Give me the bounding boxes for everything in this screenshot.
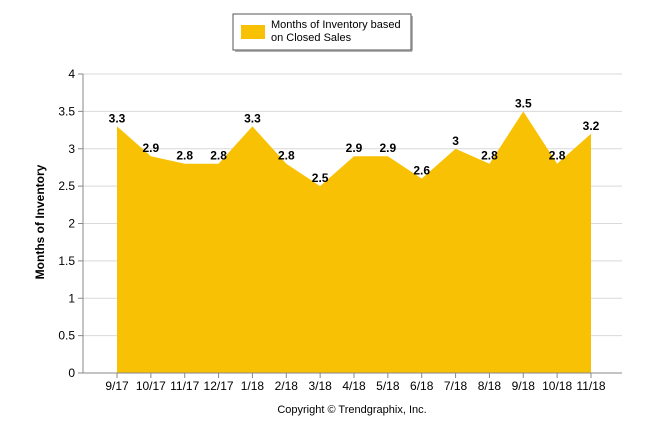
y-tick-label-2: 1 — [68, 291, 75, 305]
data-label-6: 2.5 — [312, 171, 329, 185]
data-label-14: 3.2 — [583, 119, 600, 133]
y-tick-label-0: 0 — [68, 366, 75, 380]
data-label-12: 3.5 — [515, 96, 532, 110]
legend-label-line-1: Months of Inventory based — [271, 19, 401, 31]
legend-label-line-2: on Closed Sales — [271, 32, 352, 44]
x-tick-label-6: 3/18 — [308, 379, 332, 393]
data-label-5: 2.8 — [278, 149, 295, 163]
x-tick-label-10: 7/18 — [444, 379, 468, 393]
x-tick-label-2: 11/17 — [170, 379, 199, 393]
x-tick-labels: 9/17 10/17 11/17 12/17 1/18 2/18 3/18 4/18 5/18 6… — [105, 373, 606, 393]
data-label-2: 2.8 — [176, 149, 193, 163]
y-tick-label-5: 2.5 — [58, 179, 75, 193]
copyright-text: Copyright © Trendgraphix, Inc. — [277, 404, 426, 416]
x-tick-label-1: 10/17 — [136, 379, 166, 393]
legend-swatch — [241, 25, 265, 39]
y-axis-label: Months of Inventory — [33, 164, 47, 279]
data-labels: 3.3 2.9 2.8 2.8 3.3 2.8 2.5 2.9 2.9 2.6 3 2.8 3.5 2.8… — [109, 96, 600, 185]
data-label-0: 3.3 — [109, 111, 126, 125]
y-tick-label-4: 2 — [68, 217, 75, 231]
data-label-9: 2.6 — [413, 164, 430, 178]
x-tick-label-14: 11/18 — [576, 379, 605, 393]
data-label-13: 2.8 — [549, 149, 566, 163]
data-label-3: 2.8 — [210, 149, 227, 163]
x-tick-label-12: 9/18 — [512, 379, 536, 393]
area-series — [117, 111, 591, 373]
data-label-4: 3.3 — [244, 111, 261, 125]
y-tick-label-6: 3 — [68, 142, 75, 156]
x-tick-label-13: 10/18 — [542, 379, 572, 393]
y-tick-label-3: 1.5 — [58, 254, 75, 268]
data-label-7: 2.9 — [346, 141, 363, 155]
x-tick-label-5: 2/18 — [275, 379, 299, 393]
y-tick-label-1: 0.5 — [58, 329, 75, 343]
area-fill — [117, 111, 591, 373]
x-tick-label-7: 4/18 — [342, 379, 366, 393]
x-tick-label-11: 8/18 — [478, 379, 502, 393]
y-tick-label-7: 3.5 — [58, 104, 75, 118]
data-label-11: 2.8 — [481, 149, 498, 163]
x-tick-label-3: 12/17 — [204, 379, 234, 393]
data-label-1: 2.9 — [143, 141, 160, 155]
data-label-10: 3 — [452, 134, 459, 148]
data-label-8: 2.9 — [380, 141, 397, 155]
x-tick-label-9: 6/18 — [410, 379, 434, 393]
y-tick-labels: 0 0.5 1 1.5 2 2.5 3 3.5 4 — [58, 67, 75, 380]
x-tick-label-8: 5/18 — [376, 379, 400, 393]
x-tick-label-4: 1/18 — [241, 379, 265, 393]
axes — [82, 74, 622, 374]
x-tick-label-0: 9/17 — [105, 379, 129, 393]
y-tick-label-8: 4 — [68, 67, 75, 81]
legend: Months of Inventory based on Closed Sale… — [232, 13, 413, 52]
